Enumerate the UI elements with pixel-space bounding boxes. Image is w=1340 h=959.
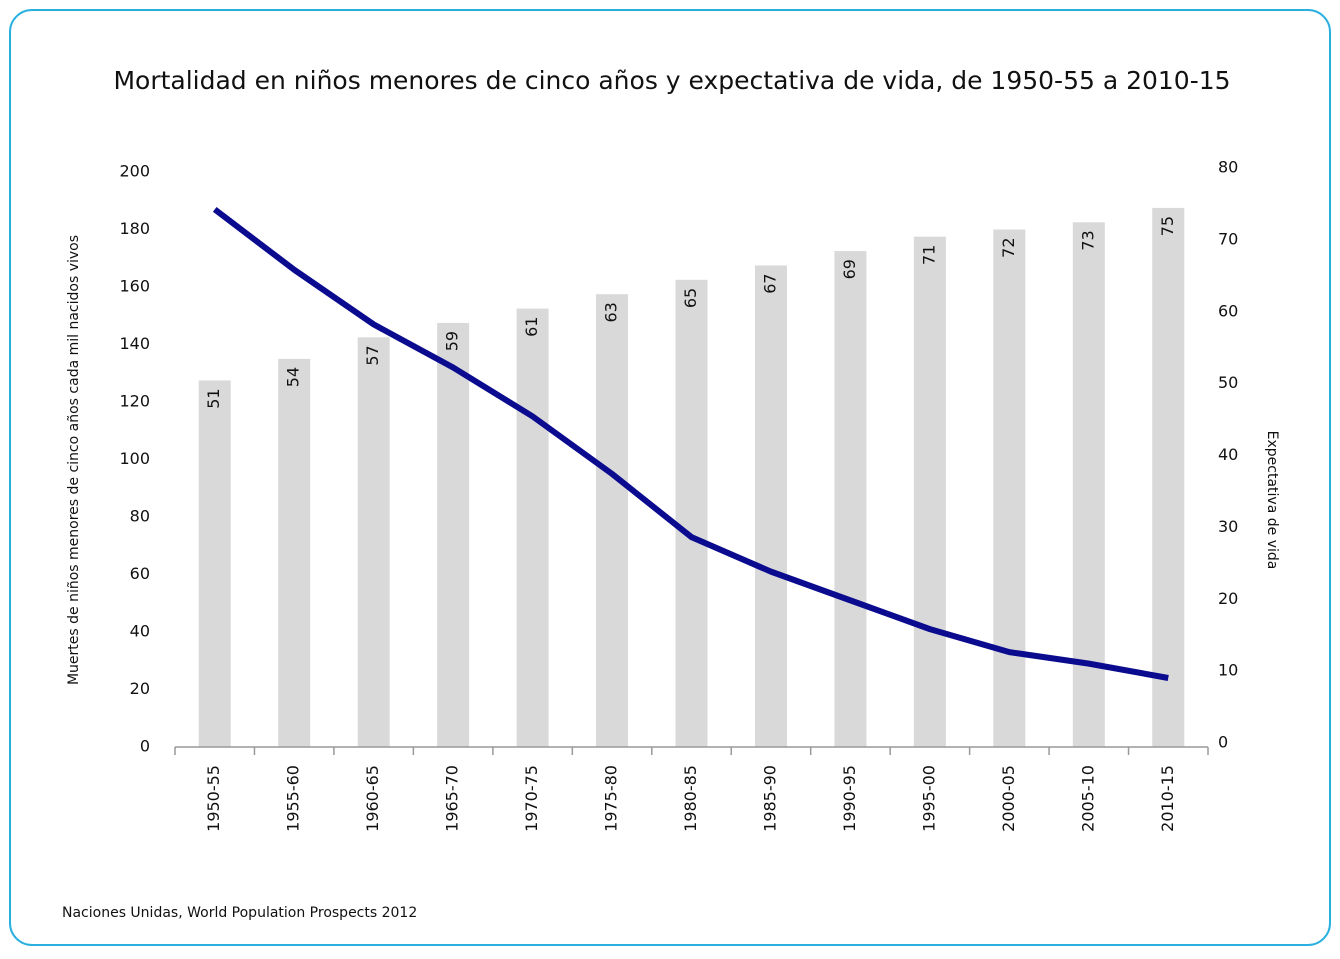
bar bbox=[198, 380, 231, 747]
x-tick-label: 2005-10 bbox=[1078, 765, 1097, 832]
bar bbox=[596, 294, 629, 747]
bar-value-label: 54 bbox=[284, 367, 303, 387]
bar-value-label: 71 bbox=[919, 245, 938, 265]
x-tick-label: 2010-15 bbox=[1158, 765, 1177, 832]
y-tick-label: 0 bbox=[140, 737, 150, 756]
x-tick-label: 1980-85 bbox=[681, 765, 700, 832]
y-tick-label: 40 bbox=[130, 622, 150, 641]
bar-value-label: 73 bbox=[1078, 230, 1097, 250]
bar bbox=[516, 308, 549, 747]
x-tick-label: 1950-55 bbox=[204, 765, 223, 832]
x-tick-label: 1965-70 bbox=[443, 765, 462, 832]
bar bbox=[834, 251, 867, 747]
y2-tick-label: 80 bbox=[1218, 158, 1238, 177]
y-tick-label: 120 bbox=[119, 392, 150, 411]
x-tick-label: 1970-75 bbox=[522, 765, 541, 832]
y2-tick-label: 70 bbox=[1218, 229, 1238, 248]
bar bbox=[754, 265, 787, 747]
y-tick-label: 100 bbox=[119, 449, 150, 468]
y-tick-label: 160 bbox=[119, 277, 150, 296]
bar bbox=[913, 236, 946, 747]
bar bbox=[278, 358, 311, 747]
y-tick-label: 60 bbox=[130, 564, 150, 583]
bar-value-label: 57 bbox=[363, 345, 382, 365]
y2-tick-label: 60 bbox=[1218, 301, 1238, 320]
bar bbox=[1152, 207, 1185, 747]
x-tick-label: 1955-60 bbox=[284, 765, 303, 832]
y2-tick-label: 10 bbox=[1218, 661, 1238, 680]
y2-axis-label: Expectativa de vida bbox=[1264, 431, 1280, 570]
x-tick-label: 1990-95 bbox=[840, 765, 859, 832]
y-tick-label: 20 bbox=[130, 679, 150, 698]
bar-value-label: 65 bbox=[681, 288, 700, 308]
bar-value-label: 63 bbox=[602, 302, 621, 322]
x-tick-label: 1995-00 bbox=[919, 765, 938, 832]
y2-tick-label: 40 bbox=[1218, 445, 1238, 464]
x-tick-label: 1975-80 bbox=[602, 765, 621, 832]
bar bbox=[993, 229, 1026, 747]
bar bbox=[357, 337, 390, 747]
y-axis-label: Muertes de niños menores de cinco años c… bbox=[66, 235, 82, 685]
y2-tick-label: 30 bbox=[1218, 517, 1238, 536]
bar-value-label: 51 bbox=[204, 388, 223, 408]
source: Naciones Unidas, World Population Prospe… bbox=[62, 905, 417, 921]
y2-tick-label: 0 bbox=[1218, 733, 1228, 752]
bar-value-label: 61 bbox=[522, 317, 541, 337]
bar-value-label: 75 bbox=[1158, 216, 1177, 236]
bar bbox=[675, 279, 708, 747]
bar-value-label: 67 bbox=[760, 273, 779, 293]
bar-value-label: 59 bbox=[443, 331, 462, 351]
line bbox=[212, 206, 1169, 681]
y2-tick-label: 50 bbox=[1218, 373, 1238, 392]
y2-tick-label: 20 bbox=[1218, 589, 1238, 608]
x-tick-label: 2000-05 bbox=[999, 765, 1018, 832]
y-tick-label: 140 bbox=[119, 334, 150, 353]
bar-value-label: 72 bbox=[999, 238, 1018, 258]
x-tick-label: 1960-65 bbox=[363, 765, 382, 832]
x-tick-label: 1985-90 bbox=[760, 765, 779, 832]
bar-value-label: 69 bbox=[840, 259, 859, 279]
bar bbox=[437, 322, 470, 747]
chart-title: Mortalidad en niños menores de cinco año… bbox=[113, 66, 1230, 95]
y-tick-label: 80 bbox=[130, 507, 150, 526]
y-tick-label: 180 bbox=[119, 219, 150, 238]
y-tick-label: 200 bbox=[119, 162, 150, 181]
